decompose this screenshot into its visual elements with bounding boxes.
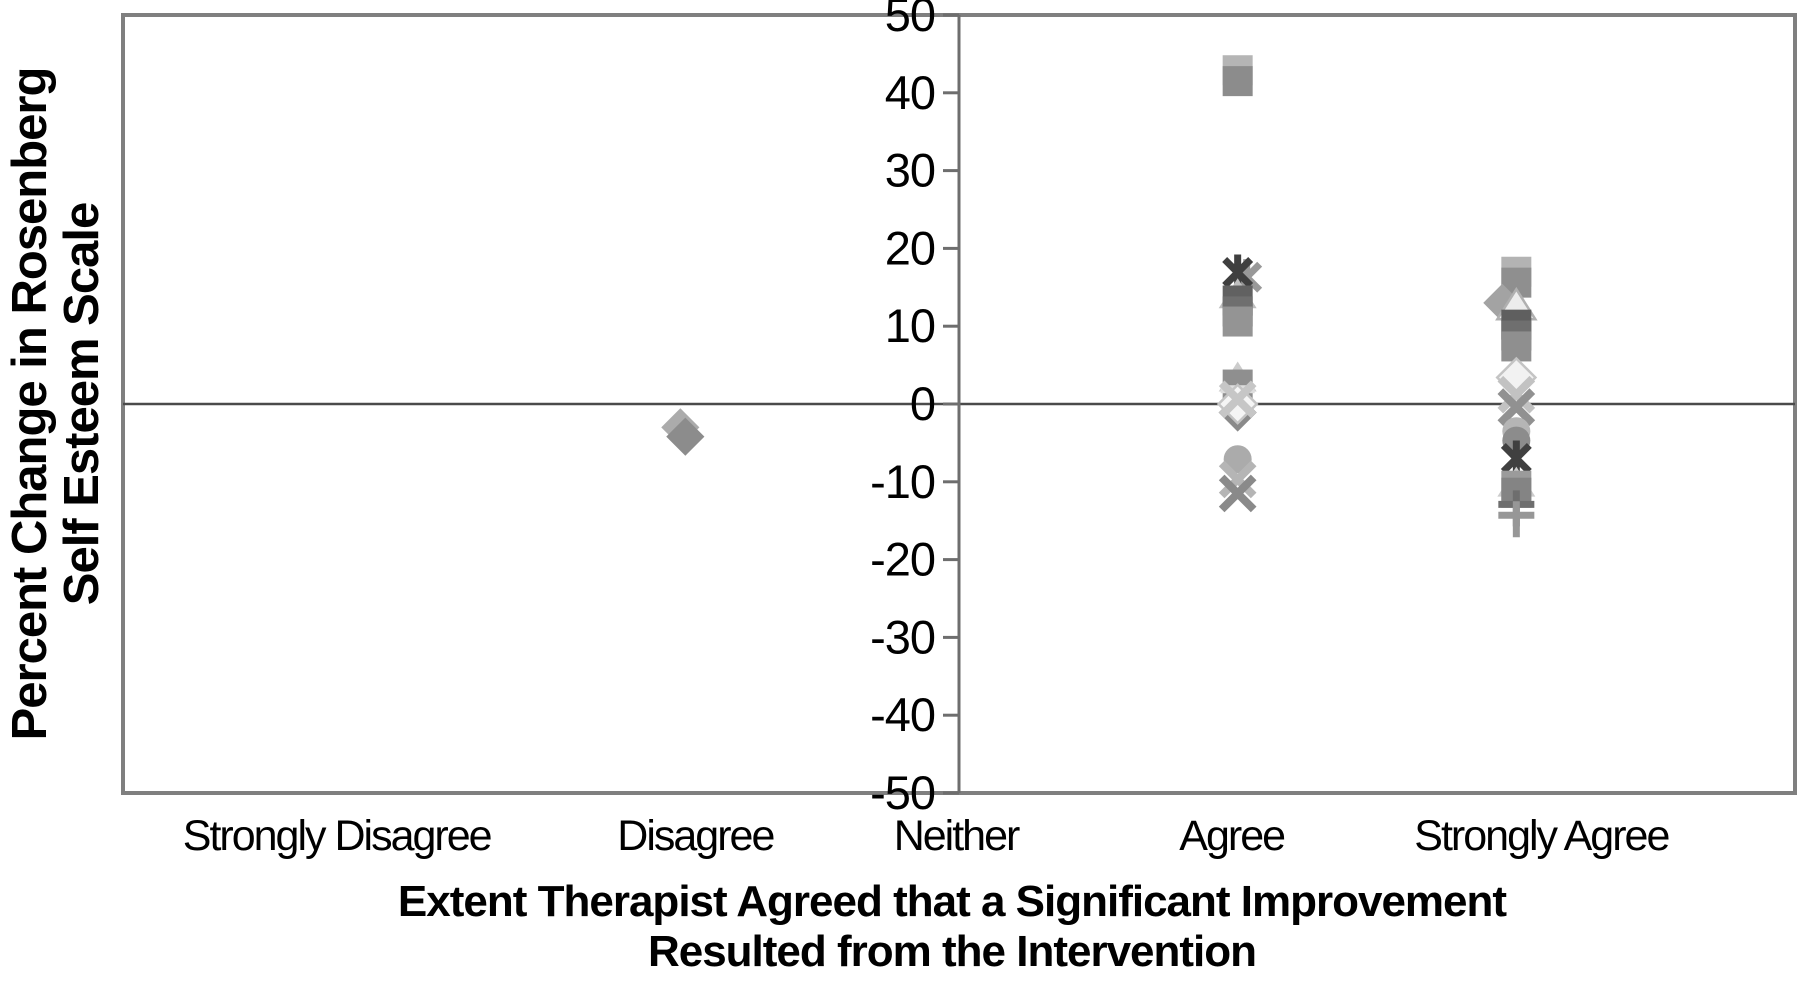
y-tick-label: 20 [885,221,935,274]
x-category-label: Agree [1179,812,1284,860]
y-tick-label: -40 [870,688,935,741]
data-point-x [1497,375,1536,414]
x-axis-title-line2: Resulted from the Intervention [648,927,1256,976]
data-point-x [1218,460,1257,499]
x-category-label: Strongly Disagree [183,812,491,860]
data-point-square [1222,306,1253,337]
data-point-diamond [666,417,705,456]
y-axis-ticks: 50 40 30 20 10 0 -10 -20 -30 -40 -50 [870,0,959,819]
data-point-circle [1223,445,1252,474]
y-tick-label: 30 [885,144,935,197]
x-category-label: Strongly Agree [1414,812,1668,860]
y-tick-label: 0 [910,377,935,430]
data-point-plus [1498,501,1535,538]
x-category-label: Disagree [617,812,773,860]
y-tick-label: -50 [870,766,935,819]
y-tick-label: -10 [870,455,935,508]
y-tick-label: 10 [885,299,935,352]
y-tick-label: 40 [885,66,935,119]
x-category-label: Neither [894,812,1020,860]
data-point-x [1218,380,1257,419]
y-tick-label: -30 [870,610,935,663]
x-axis-title-line1: Extent Therapist Agreed that a Significa… [398,877,1507,926]
data-point-square [1222,66,1253,97]
data-point-square [1501,331,1532,362]
y-axis-title-line1: Percent Change in Rosenberg [3,68,57,741]
data-points [661,55,1538,538]
y-tick-label: 50 [885,0,935,41]
y-tick-label: -20 [870,533,935,586]
x-category-labels: Strongly Disagree Disagree Neither Agree Str… [183,812,1671,860]
data-point-x [1497,388,1536,426]
data-point-x [1218,474,1257,513]
y-axis-title-line2: Self Esteem Scale [55,203,109,605]
